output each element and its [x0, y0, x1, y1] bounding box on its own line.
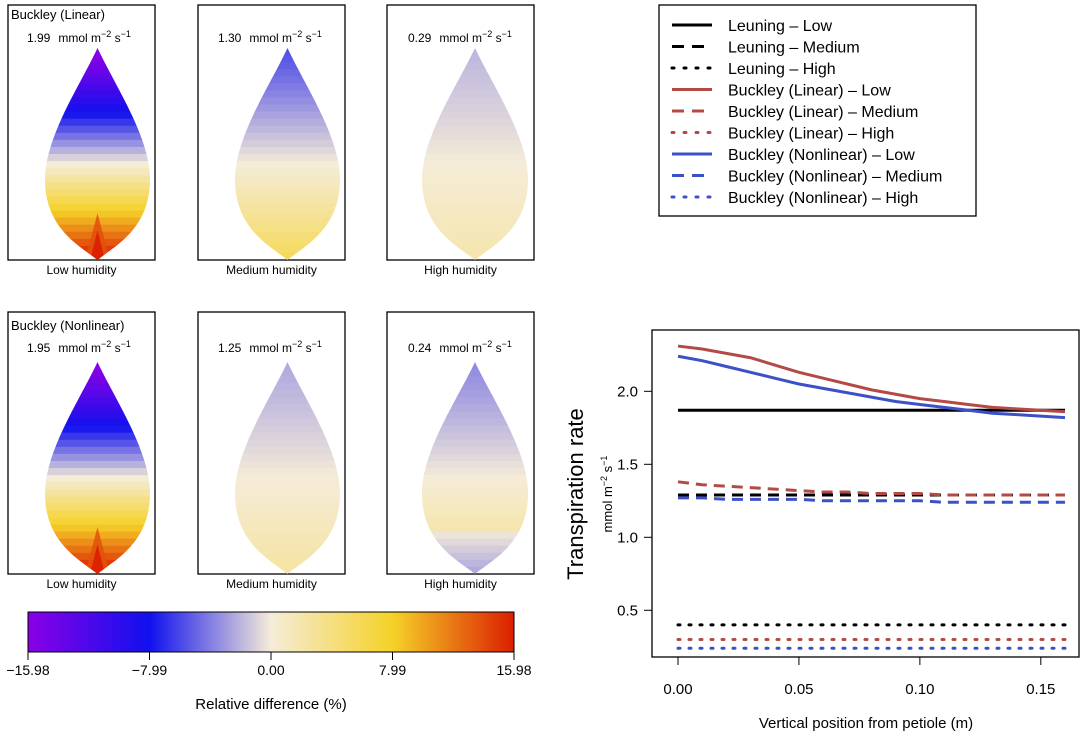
legend-box [658, 4, 977, 217]
humidity-caption: High humidity [424, 263, 497, 277]
colorbar-tick-label: 0.00 [257, 662, 284, 678]
x-tick-label: 0.15 [1026, 681, 1055, 698]
panel-value: 0.24 mmol m−2 s−1 [408, 339, 512, 355]
leaf-heatmap [235, 362, 340, 574]
humidity-caption: High humidity [424, 577, 497, 591]
leaf-panels: Buckley (Linear) 1.99 mmol m−2 s−1 Low hu… [7, 4, 535, 591]
y-tick-label: 1.0 [617, 529, 638, 546]
colorbar: −15.98 −7.99 0.00 7.99 15.98 Relative differ… [6, 611, 532, 713]
legend-label: Leuning – Medium [728, 40, 860, 57]
legend-label: Buckley (Nonlinear) – Medium [728, 169, 942, 186]
leaf-panel-nonlinear-high: 0.24 mmol m−2 s−1 High humidity [386, 311, 535, 591]
leaf-panel-linear-high: 0.29 mmol m−2 s−1 High humidity [386, 4, 535, 277]
legend-label: Buckley (Linear) – Low [728, 83, 891, 100]
legend: Leuning – Low Leuning – Medium Leuning – H… [658, 4, 977, 217]
x-axis-label: Vertical position from petiole (m) [759, 715, 973, 732]
model-label-nonlinear: Buckley (Nonlinear) [11, 318, 124, 333]
series-line [677, 480, 1065, 497]
line-chart: 0.00 0.05 0.10 0.15 0.5 1.0 1.5 2.0 Vertical po… [563, 329, 1080, 732]
y-axis-unit: mmol m−2 s−1 [599, 456, 615, 533]
y-tick-label: 2.0 [617, 383, 638, 400]
humidity-caption: Low humidity [46, 263, 116, 277]
colorbar-label: Relative difference (%) [195, 696, 346, 713]
leaf-heatmap [45, 362, 150, 574]
leaf-heatmap [45, 48, 150, 260]
legend-label: Buckley (Nonlinear) – High [728, 190, 918, 207]
leaf-heatmap [235, 48, 340, 260]
leaf-heatmap [422, 48, 528, 260]
legend-label: Buckley (Linear) – High [728, 126, 894, 143]
series-line [678, 496, 1065, 504]
x-tick-label: 0.05 [784, 681, 813, 698]
panel-value: 1.95 mmol m−2 s−1 [27, 339, 131, 355]
colorbar-gradient [28, 612, 514, 652]
series-line [677, 354, 1066, 420]
legend-label: Leuning – High [728, 61, 836, 78]
leaf-panel-linear-medium: 1.30 mmol m−2 s−1 Medium humidity [197, 4, 346, 277]
legend-label: Buckley (Linear) – Medium [728, 104, 918, 121]
y-tick-label: 0.5 [617, 602, 638, 619]
series-line [677, 344, 1066, 414]
model-label-linear: Buckley (Linear) [11, 7, 105, 22]
colorbar-tick-label: 7.99 [379, 662, 406, 678]
colorbar-tick-label: −7.99 [132, 662, 168, 678]
leaf-panel-linear-low: Buckley (Linear) 1.99 mmol m−2 s−1 Low hu… [7, 4, 156, 277]
humidity-caption: Medium humidity [226, 577, 317, 591]
colorbar-tick-label: 15.98 [496, 662, 531, 678]
x-tick-label: 0.00 [663, 681, 692, 698]
legend-label: Leuning – Low [728, 18, 833, 35]
x-tick-label: 0.10 [905, 681, 934, 698]
humidity-caption: Medium humidity [226, 263, 317, 277]
humidity-caption: Low humidity [46, 577, 116, 591]
leaf-heatmap [422, 362, 528, 574]
legend-label: Buckley (Nonlinear) – Low [728, 147, 915, 164]
y-tick-label: 1.5 [617, 456, 638, 473]
panel-value: 1.30 mmol m−2 s−1 [218, 29, 322, 45]
colorbar-tick-label: −15.98 [6, 662, 49, 678]
leaf-panel-nonlinear-low: Buckley (Nonlinear) 1.95 mmol m−2 s−1 Low… [7, 311, 156, 591]
panel-value: 1.25 mmol m−2 s−1 [218, 339, 322, 355]
panel-value: 1.99 mmol m−2 s−1 [27, 29, 131, 45]
y-axis-label: Transpiration rate [563, 408, 588, 580]
panel-value: 0.29 mmol m−2 s−1 [408, 29, 512, 45]
leaf-panel-nonlinear-medium: 1.25 mmol m−2 s−1 Medium humidity [197, 311, 346, 591]
